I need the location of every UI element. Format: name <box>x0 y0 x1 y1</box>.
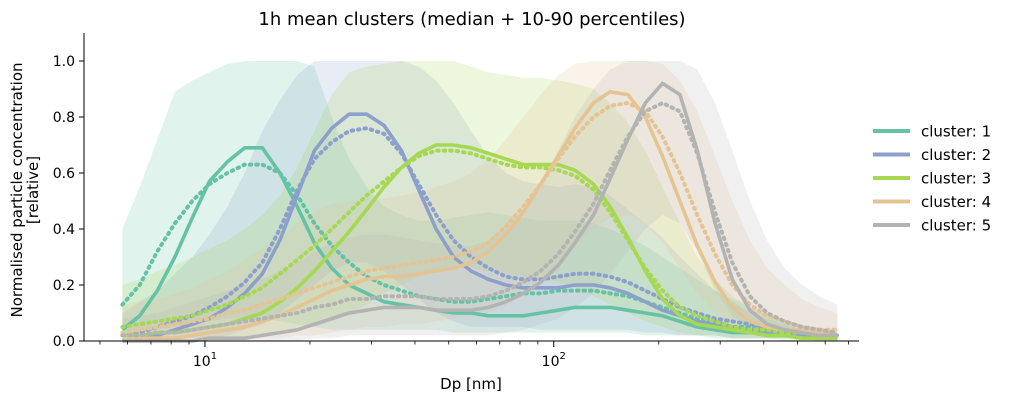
chart-title: 1h mean clusters (median + 10-90 percent… <box>258 9 685 30</box>
median-line-cluster-5 <box>122 81 838 343</box>
mean-line-cluster-2 <box>120 126 840 338</box>
band-cluster-2 <box>122 61 838 341</box>
x-axis-label: Dp [nm] <box>440 375 502 393</box>
x-tick-label: 102 <box>542 351 566 370</box>
legend: cluster: 1 cluster: 2 cluster: 3 cluster: 4… <box>873 123 991 235</box>
legend-label-cluster-5: cluster: 5 <box>921 217 991 235</box>
y-tick-label: 1.0 <box>53 54 75 70</box>
legend-label-cluster-2: cluster: 2 <box>921 146 991 164</box>
y-tick-label: 0.2 <box>53 278 75 294</box>
y-tick-label: 0.6 <box>53 166 75 182</box>
mean-line-cluster-4 <box>120 100 840 335</box>
mean-line-cluster-5 <box>120 100 840 338</box>
y-tick-label: 0.4 <box>53 222 75 238</box>
y-tick-label: 0.0 <box>53 334 75 350</box>
band-cluster-3 <box>122 61 838 341</box>
series-lines <box>120 81 840 343</box>
y-axis-label: Normalised particle concentration[relati… <box>8 63 42 318</box>
median-line-cluster-1 <box>121 146 838 340</box>
y-axis-label-text: Normalised particle concentration[relati… <box>8 63 42 318</box>
legend-label-cluster-4: cluster: 4 <box>921 193 991 211</box>
mean-line-cluster-3 <box>120 148 840 338</box>
legend-label-cluster-1: cluster: 1 <box>921 123 991 141</box>
x-tick-label: 101 <box>193 351 217 370</box>
legend-label-cluster-3: cluster: 3 <box>921 170 991 188</box>
median-line-cluster-4 <box>122 90 838 343</box>
band-cluster-1 <box>122 61 838 341</box>
y-tick-label: 0.8 <box>53 110 75 126</box>
median-line-cluster-3 <box>122 143 838 340</box>
axes: 0.0 0.2 0.4 0.6 0.8 1.0 101 102 <box>53 33 859 370</box>
